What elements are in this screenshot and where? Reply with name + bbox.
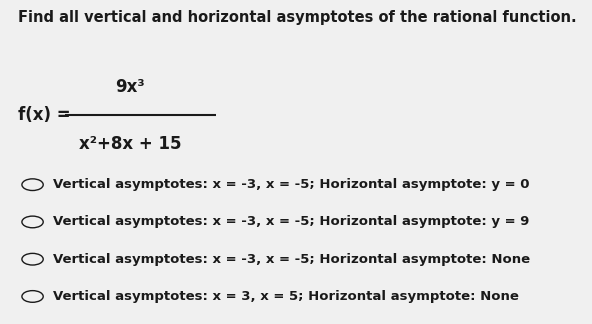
Text: Find all vertical and horizontal asymptotes of the rational function.: Find all vertical and horizontal asympto…	[18, 10, 577, 25]
Text: Vertical asymptotes: x = -3, x = -5; Horizontal asymptote: y = 9: Vertical asymptotes: x = -3, x = -5; Hor…	[53, 215, 530, 228]
Text: Vertical asymptotes: x = 3, x = 5; Horizontal asymptote: None: Vertical asymptotes: x = 3, x = 5; Horiz…	[53, 290, 519, 303]
Text: Vertical asymptotes: x = -3, x = -5; Horizontal asymptote: y = 0: Vertical asymptotes: x = -3, x = -5; Hor…	[53, 178, 530, 191]
Text: Vertical asymptotes: x = -3, x = -5; Horizontal asymptote: None: Vertical asymptotes: x = -3, x = -5; Hor…	[53, 253, 530, 266]
Text: f(x) =: f(x) =	[18, 106, 70, 124]
Text: 9x³: 9x³	[115, 78, 145, 97]
Text: x²+8x + 15: x²+8x + 15	[79, 135, 182, 153]
